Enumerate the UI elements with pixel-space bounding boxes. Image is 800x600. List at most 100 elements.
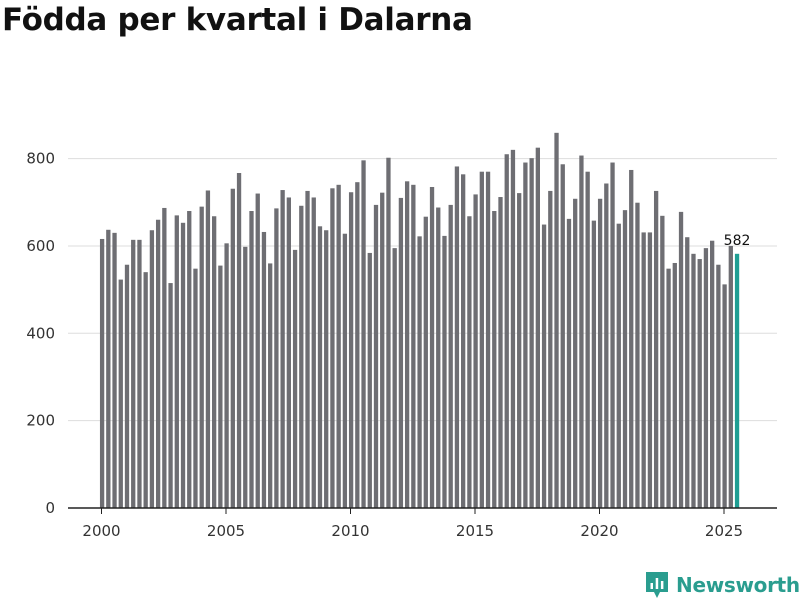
- bar: [243, 246, 248, 508]
- bar: [398, 197, 404, 508]
- bar: [236, 173, 242, 508]
- x-tick-label: 2015: [456, 522, 494, 540]
- bar: [230, 188, 235, 509]
- bar: [461, 174, 466, 508]
- bar: [517, 193, 522, 508]
- bar: [212, 216, 217, 508]
- bar: [124, 264, 130, 508]
- x-axis-ticks: 2000 2005 2010 2015 2020 2025: [82, 508, 743, 540]
- bar: [554, 132, 559, 508]
- bar: [442, 235, 447, 508]
- bar: [299, 205, 304, 508]
- bar: [137, 239, 142, 508]
- bar: [473, 194, 478, 508]
- bar: [249, 211, 254, 508]
- bar: [180, 222, 186, 509]
- bar: [523, 162, 528, 508]
- bar: [336, 184, 341, 508]
- bar: [342, 233, 348, 508]
- bar: [703, 248, 709, 508]
- bar: [131, 239, 136, 508]
- bar: [155, 219, 161, 508]
- bar: [560, 164, 565, 508]
- bar: [386, 157, 391, 509]
- bar: [255, 193, 260, 509]
- bar: [685, 237, 690, 508]
- bar: [529, 158, 534, 508]
- bar: [423, 216, 428, 508]
- bar: [579, 155, 584, 509]
- bar: [504, 154, 509, 509]
- bar: [112, 232, 117, 508]
- bar: [641, 232, 646, 508]
- bar: [106, 229, 111, 509]
- bar: [467, 216, 472, 508]
- bar: [118, 279, 123, 508]
- bar: [268, 263, 273, 508]
- bar: [710, 240, 715, 508]
- bar: [280, 190, 285, 509]
- bar: [722, 284, 727, 508]
- bar: [305, 190, 310, 509]
- last-value-label: 582: [724, 233, 751, 249]
- brand-name: Newsworthy: [676, 573, 800, 597]
- bars: [99, 132, 740, 509]
- bar: [429, 186, 435, 509]
- bar: [541, 224, 547, 509]
- bar: [647, 232, 653, 508]
- bar: [573, 198, 578, 508]
- bar: [380, 192, 385, 509]
- bar: [492, 211, 497, 508]
- bar: [510, 149, 516, 509]
- bar: [174, 215, 179, 508]
- bar: [629, 169, 634, 508]
- bar: [330, 188, 335, 509]
- bar: [218, 265, 223, 508]
- bar: [404, 181, 410, 508]
- bar: [660, 215, 665, 508]
- x-tick-label: 2020: [580, 522, 618, 540]
- bar: [697, 259, 702, 508]
- bar: [392, 248, 397, 508]
- bar: [597, 198, 603, 508]
- bar: [274, 208, 279, 508]
- bar: [485, 171, 491, 508]
- bar: [728, 245, 733, 508]
- bar: [187, 211, 192, 508]
- bar-latest: [734, 253, 740, 508]
- bar: [205, 190, 211, 509]
- bar: [162, 207, 167, 508]
- bar: [716, 264, 721, 508]
- bar: [168, 283, 173, 508]
- bar: [535, 147, 540, 508]
- bar: [436, 207, 441, 508]
- bar: [411, 184, 416, 508]
- bar: [199, 206, 204, 508]
- x-tick-label: 2005: [207, 522, 245, 540]
- bar: [286, 197, 291, 508]
- x-tick-label: 2010: [331, 522, 369, 540]
- newsworthy-logo-icon: [646, 572, 668, 598]
- bar: [672, 262, 677, 508]
- bar: [616, 223, 621, 508]
- bar: [261, 231, 267, 508]
- y-tick-label: 200: [26, 412, 55, 430]
- bar: [417, 236, 422, 508]
- bar: [292, 249, 298, 508]
- bar: [311, 197, 316, 508]
- y-axis-labels: 0 200 400 600 800: [26, 150, 55, 517]
- bar: [149, 230, 155, 509]
- bar: [635, 202, 640, 508]
- bar: [373, 204, 379, 508]
- bar: [143, 272, 148, 508]
- bar: [548, 190, 553, 509]
- bar: [224, 243, 229, 508]
- bar: [324, 230, 329, 509]
- bar: [367, 252, 372, 508]
- bar: [454, 166, 460, 508]
- bar: [691, 253, 696, 508]
- bar: [193, 268, 198, 508]
- y-tick-label: 0: [45, 499, 55, 517]
- grid-lines: [68, 158, 777, 422]
